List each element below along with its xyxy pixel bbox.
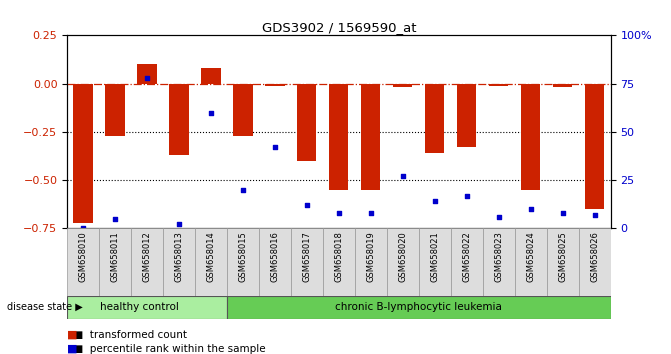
Point <box>558 210 568 216</box>
Bar <box>227 228 259 296</box>
Point <box>462 193 472 198</box>
Bar <box>291 228 323 296</box>
Bar <box>419 228 451 296</box>
Bar <box>553 84 572 87</box>
Text: GSM658012: GSM658012 <box>142 231 152 282</box>
Text: ■: ■ <box>67 330 78 339</box>
Bar <box>355 228 386 296</box>
Bar <box>74 84 93 223</box>
Text: GSM658014: GSM658014 <box>207 231 215 282</box>
Bar <box>227 296 611 319</box>
Bar <box>201 68 221 84</box>
Bar <box>138 64 156 84</box>
Text: disease state ▶: disease state ▶ <box>7 302 83 312</box>
Text: GSM658024: GSM658024 <box>526 231 535 282</box>
Bar <box>265 84 285 86</box>
Bar <box>67 296 227 319</box>
Bar <box>515 228 547 296</box>
Bar <box>585 84 604 209</box>
Bar <box>169 84 189 155</box>
Bar <box>482 228 515 296</box>
Bar <box>489 84 509 86</box>
Text: GSM658022: GSM658022 <box>462 231 471 282</box>
Text: GSM658011: GSM658011 <box>111 231 119 282</box>
Text: ■  percentile rank within the sample: ■ percentile rank within the sample <box>67 344 266 354</box>
Point <box>525 206 536 212</box>
Text: GSM658013: GSM658013 <box>174 231 183 282</box>
Point <box>174 222 185 227</box>
Text: GSM658025: GSM658025 <box>558 231 567 282</box>
Point <box>142 75 152 81</box>
Text: GSM658020: GSM658020 <box>399 231 407 282</box>
Bar <box>195 228 227 296</box>
Bar <box>393 84 413 87</box>
Text: GSM658021: GSM658021 <box>430 231 440 282</box>
Bar <box>234 84 252 136</box>
Bar <box>547 228 578 296</box>
Point <box>109 216 120 222</box>
Point <box>301 202 312 208</box>
Text: GSM658017: GSM658017 <box>303 231 311 282</box>
Point <box>238 187 248 193</box>
Point <box>270 144 280 150</box>
Bar <box>297 84 317 161</box>
Text: GSM658010: GSM658010 <box>79 231 88 282</box>
Bar <box>451 228 482 296</box>
Point <box>397 173 408 179</box>
Bar <box>425 84 444 153</box>
Text: GSM658015: GSM658015 <box>238 231 248 282</box>
Bar <box>521 84 540 190</box>
Point <box>78 225 89 231</box>
Bar <box>131 228 163 296</box>
Bar <box>329 84 348 190</box>
Point <box>333 210 344 216</box>
Bar <box>99 228 131 296</box>
Title: GDS3902 / 1569590_at: GDS3902 / 1569590_at <box>262 21 416 34</box>
Text: GSM658018: GSM658018 <box>334 231 344 282</box>
Text: ■: ■ <box>67 344 78 354</box>
Point <box>429 199 440 204</box>
Text: GSM658016: GSM658016 <box>270 231 279 282</box>
Point <box>205 110 216 115</box>
Bar <box>67 228 99 296</box>
Bar <box>259 228 291 296</box>
Point <box>366 210 376 216</box>
Bar <box>386 228 419 296</box>
Point <box>589 212 600 218</box>
Text: GSM658023: GSM658023 <box>495 231 503 282</box>
Text: chronic B-lymphocytic leukemia: chronic B-lymphocytic leukemia <box>336 302 502 312</box>
Text: healthy control: healthy control <box>99 302 178 312</box>
Bar <box>457 84 476 147</box>
Point <box>493 214 504 219</box>
Text: GSM658019: GSM658019 <box>366 231 375 282</box>
Text: GSM658026: GSM658026 <box>590 231 599 282</box>
Bar <box>361 84 380 190</box>
Bar <box>323 228 355 296</box>
Text: ■  transformed count: ■ transformed count <box>67 330 187 339</box>
Bar <box>578 228 611 296</box>
Bar <box>105 84 125 136</box>
Bar <box>163 228 195 296</box>
